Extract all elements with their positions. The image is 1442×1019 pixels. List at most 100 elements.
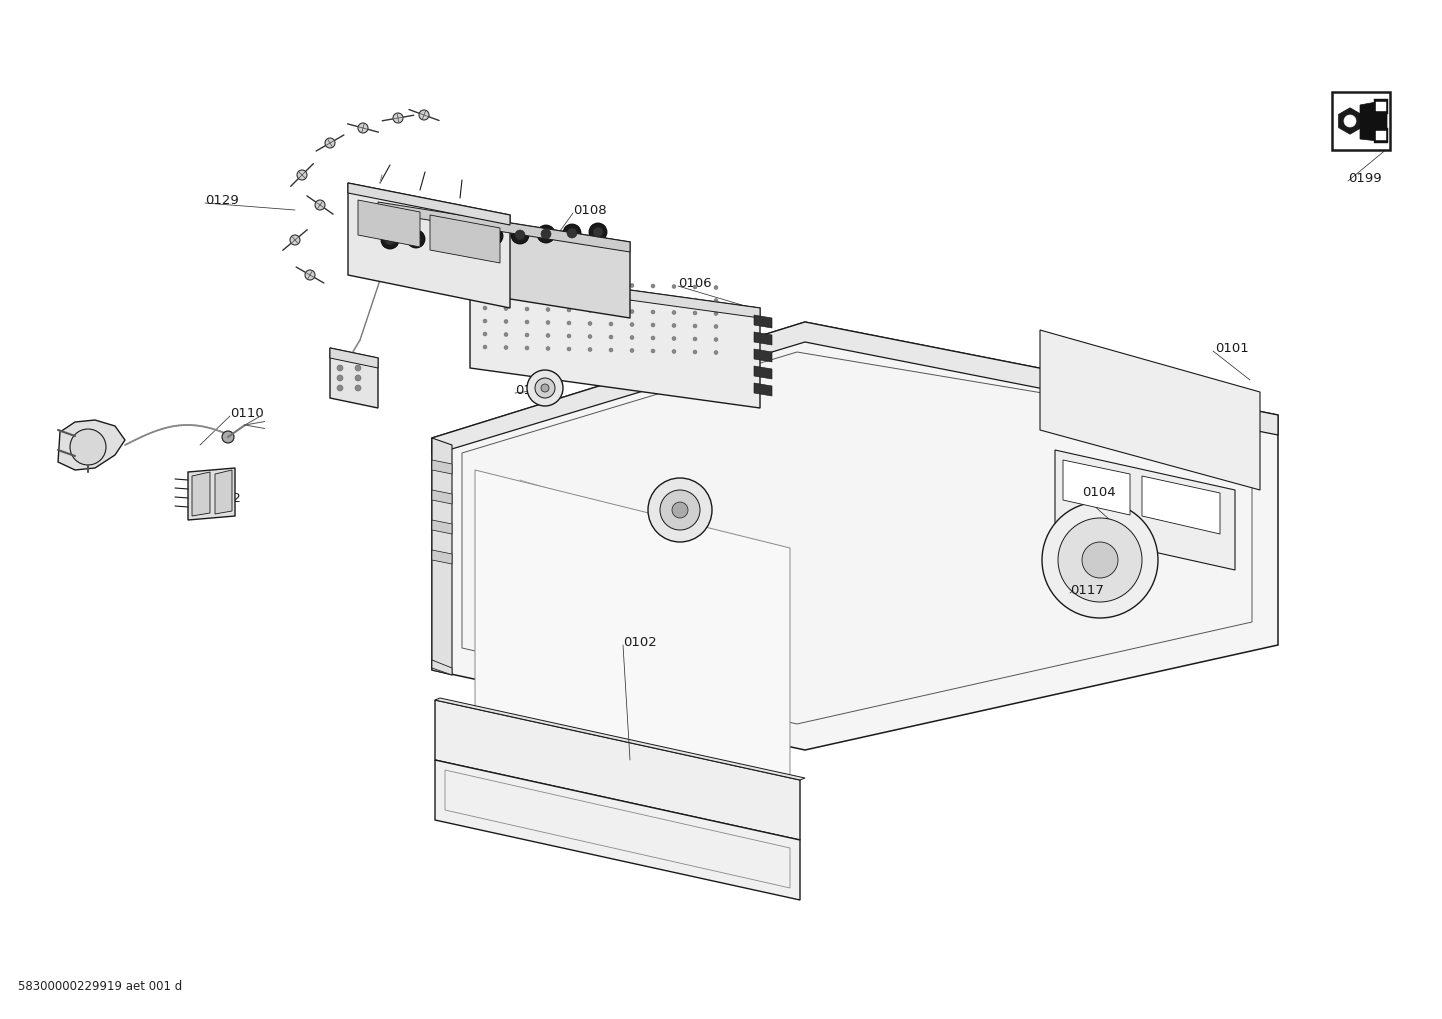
Circle shape	[593, 227, 603, 237]
Circle shape	[588, 282, 593, 286]
Text: 0108: 0108	[572, 204, 607, 216]
Polygon shape	[192, 472, 211, 516]
Circle shape	[463, 232, 473, 242]
Circle shape	[650, 310, 655, 314]
Text: 0104: 0104	[1082, 485, 1116, 498]
Circle shape	[505, 345, 508, 350]
Polygon shape	[754, 332, 771, 345]
Circle shape	[672, 336, 676, 340]
Circle shape	[483, 319, 487, 323]
Circle shape	[306, 270, 314, 280]
Polygon shape	[1338, 108, 1361, 135]
Circle shape	[483, 293, 487, 297]
Circle shape	[567, 228, 577, 238]
Circle shape	[672, 323, 676, 327]
Circle shape	[547, 333, 549, 337]
Circle shape	[630, 283, 634, 287]
Polygon shape	[348, 183, 510, 308]
Circle shape	[510, 226, 529, 244]
Circle shape	[567, 294, 571, 299]
Text: 0112: 0112	[208, 491, 241, 504]
Circle shape	[535, 378, 555, 398]
Circle shape	[714, 324, 718, 328]
Circle shape	[650, 323, 655, 327]
Text: 0106: 0106	[678, 276, 711, 289]
Circle shape	[541, 384, 549, 392]
Polygon shape	[433, 322, 1278, 455]
Circle shape	[526, 370, 562, 406]
Polygon shape	[215, 470, 232, 514]
Text: 0129: 0129	[205, 194, 239, 207]
Polygon shape	[330, 348, 378, 408]
Text: 0115: 0115	[515, 383, 549, 396]
Circle shape	[358, 123, 368, 133]
Polygon shape	[330, 348, 378, 368]
Circle shape	[672, 350, 676, 354]
Polygon shape	[1376, 102, 1386, 111]
Circle shape	[630, 310, 634, 314]
Circle shape	[505, 332, 508, 336]
Circle shape	[381, 231, 399, 249]
Polygon shape	[187, 468, 235, 520]
Circle shape	[650, 348, 655, 353]
Circle shape	[630, 335, 634, 339]
Polygon shape	[470, 268, 760, 318]
Polygon shape	[378, 202, 630, 318]
Circle shape	[609, 309, 613, 313]
Circle shape	[588, 347, 593, 352]
Circle shape	[547, 321, 549, 324]
Circle shape	[355, 365, 360, 371]
Polygon shape	[435, 698, 805, 780]
Circle shape	[609, 322, 613, 326]
Circle shape	[567, 334, 571, 338]
Circle shape	[567, 282, 571, 286]
Circle shape	[630, 322, 634, 326]
Circle shape	[650, 284, 655, 288]
Circle shape	[609, 283, 613, 287]
Circle shape	[672, 311, 676, 315]
Polygon shape	[1332, 92, 1390, 150]
Circle shape	[647, 478, 712, 542]
Circle shape	[483, 306, 487, 310]
Circle shape	[411, 234, 421, 244]
Circle shape	[541, 229, 551, 239]
Circle shape	[505, 320, 508, 323]
Circle shape	[672, 502, 688, 518]
Text: 0117: 0117	[1070, 584, 1105, 596]
Circle shape	[420, 110, 430, 120]
Polygon shape	[378, 202, 630, 252]
Polygon shape	[433, 490, 451, 504]
Text: 0109: 0109	[460, 216, 493, 229]
Circle shape	[1043, 502, 1158, 618]
Circle shape	[337, 365, 343, 371]
Circle shape	[489, 231, 499, 242]
Circle shape	[222, 431, 234, 443]
Polygon shape	[1040, 330, 1260, 490]
Polygon shape	[433, 550, 451, 564]
Circle shape	[385, 235, 395, 245]
Circle shape	[485, 227, 503, 245]
Polygon shape	[754, 348, 771, 362]
Polygon shape	[430, 215, 500, 263]
Polygon shape	[754, 383, 771, 396]
Polygon shape	[1376, 131, 1386, 140]
Circle shape	[505, 293, 508, 298]
Circle shape	[694, 285, 696, 289]
Circle shape	[1082, 542, 1118, 578]
Circle shape	[355, 385, 360, 391]
Circle shape	[525, 281, 529, 285]
Circle shape	[714, 312, 718, 316]
Polygon shape	[433, 438, 451, 675]
Circle shape	[505, 280, 508, 284]
Polygon shape	[470, 268, 760, 408]
Circle shape	[609, 348, 613, 352]
Text: 0199: 0199	[1348, 171, 1381, 184]
Circle shape	[567, 308, 571, 312]
Circle shape	[588, 296, 593, 300]
Circle shape	[505, 307, 508, 311]
Circle shape	[407, 230, 425, 248]
Text: 0110: 0110	[231, 407, 264, 420]
Polygon shape	[474, 470, 790, 788]
Text: 58300000229919 aet 001 d: 58300000229919 aet 001 d	[17, 979, 182, 993]
Circle shape	[355, 375, 360, 381]
